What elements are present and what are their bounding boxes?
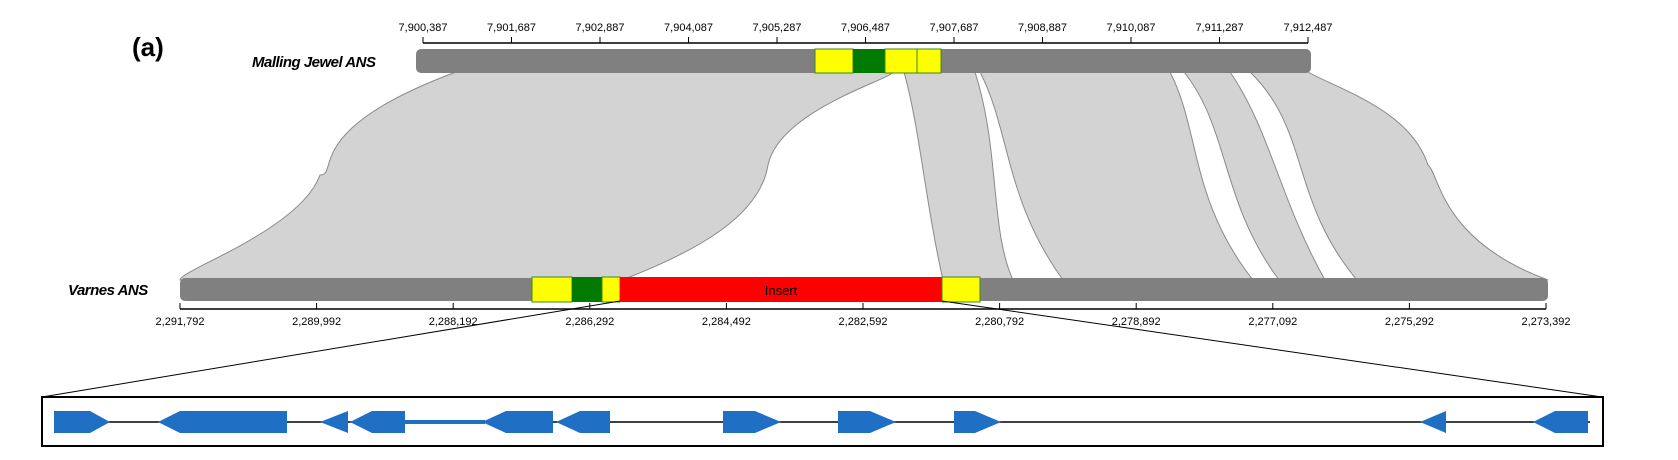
bottom-track-label: Varnes ANS — [68, 282, 148, 299]
bottom-flank-left-2 — [601, 276, 621, 303]
top-axis-tick-label: 7,911,287 — [1195, 22, 1243, 34]
insert-region — [620, 277, 942, 302]
bottom-axis-tick-label: 2,284,492 — [702, 316, 751, 328]
gene-arrow-right — [723, 411, 781, 433]
bottom-core-region — [572, 277, 602, 302]
bottom-axis-tick-label: 2,275,292 — [1385, 316, 1434, 328]
bottom-axis-tick-label: 2,282,592 — [839, 316, 888, 328]
top-chromosome — [416, 48, 1311, 74]
gene-arrow-right — [838, 411, 896, 433]
insert-label: Insert — [765, 283, 798, 298]
top-flank-right — [884, 48, 918, 74]
bottom-axis-tick-label: 2,288,192 — [429, 316, 478, 328]
bottom-axis-tick-label: 2,273,392 — [1522, 316, 1571, 328]
top-axis-tick-label: 7,906,487 — [841, 22, 890, 34]
gene-arrow-left — [350, 411, 405, 433]
synteny-ribbons — [179, 71, 1549, 281]
bottom-flank-left — [531, 276, 573, 303]
bottom-axis-tick-label: 2,280,792 — [975, 316, 1024, 328]
top-core-region — [853, 49, 885, 73]
gene-arrow-left — [320, 411, 348, 433]
bottom-chromosome — [180, 276, 1548, 303]
top-axis-tick-label: 7,907,687 — [930, 22, 979, 34]
top-axis-tick-label: 7,912,487 — [1284, 22, 1333, 34]
top-axis: 7,900,387 7,901,687 7,902,887 7,904,087 7,90… — [399, 22, 1333, 44]
top-axis-tick-label: 7,904,087 — [664, 22, 713, 34]
top-axis-tick-label: 7,908,887 — [1018, 22, 1067, 34]
top-axis-tick-label: 7,910,087 — [1107, 22, 1156, 34]
gene-arrow-left — [482, 411, 553, 433]
top-axis-tick-label: 7,900,387 — [399, 22, 448, 34]
bottom-axis-tick-label: 2,289,992 — [292, 316, 341, 328]
top-axis-tick-label: 7,901,687 — [487, 22, 536, 34]
bottom-flank-right — [941, 276, 981, 303]
gene-arrow-right — [54, 411, 110, 433]
gene-arrow-left — [1420, 411, 1446, 433]
gene-arrow-right — [954, 411, 1001, 433]
gene-arrow-left — [1533, 411, 1588, 433]
top-axis-tick-label: 7,905,287 — [753, 22, 802, 34]
synteny-block-1 — [179, 71, 894, 281]
top-flank-left — [814, 48, 854, 74]
bottom-axis-tick-label: 2,291,792 — [156, 316, 205, 328]
top-axis-tick-label: 7,902,887 — [576, 22, 625, 34]
bottom-axis: 2,291,792 2,289,992 2,288,192 2,286,292 2,28… — [156, 303, 1571, 328]
gene-model-panel — [41, 396, 1604, 447]
synteny-block-5 — [1248, 71, 1549, 281]
gene-features — [54, 411, 1588, 433]
gene-arrow-left — [158, 411, 287, 433]
zoom-line-right — [941, 300, 1603, 398]
zoom-line-left — [41, 300, 621, 398]
bottom-axis-tick-label: 2,286,292 — [565, 316, 614, 328]
top-track-label: Malling Jewel ANS — [252, 54, 376, 71]
bottom-axis-tick-label: 2,277,092 — [1248, 316, 1297, 328]
bottom-axis-tick-label: 2,278,892 — [1112, 316, 1161, 328]
panel-label: (a) — [132, 32, 164, 62]
gene-connector — [405, 420, 485, 424]
top-flank-right-2 — [916, 48, 942, 74]
gene-arrow-left — [556, 411, 610, 433]
